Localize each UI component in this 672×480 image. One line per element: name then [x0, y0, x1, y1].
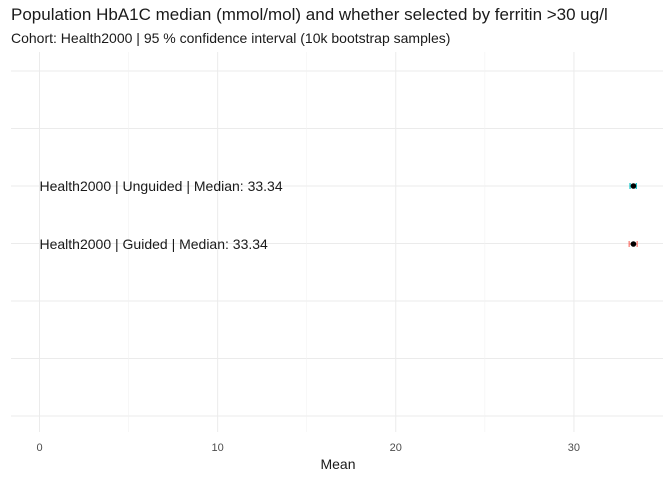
- x-tick-label: 10: [212, 442, 224, 454]
- median-point: [630, 241, 637, 247]
- x-axis-label: Mean: [320, 456, 355, 472]
- x-tick-label: 20: [390, 442, 402, 454]
- chart-subtitle: Cohort: Health2000 | 95 % confidence int…: [11, 30, 451, 46]
- series-label: Health2000 | Guided | Median: 33.34: [40, 236, 269, 252]
- median-point: [630, 183, 637, 189]
- series-label: Health2000 | Unguided | Median: 33.34: [40, 178, 283, 194]
- x-tick-label: 30: [568, 442, 580, 454]
- chart-title: Population HbA1C median (mmol/mol) and w…: [11, 5, 608, 24]
- x-tick-label: 0: [36, 442, 42, 454]
- x-axis-ticks: 0 10 20 30: [36, 442, 580, 454]
- grid: [11, 52, 663, 432]
- plot-marks: Health2000 | Unguided | Median: 33.34 Hea…: [40, 178, 638, 252]
